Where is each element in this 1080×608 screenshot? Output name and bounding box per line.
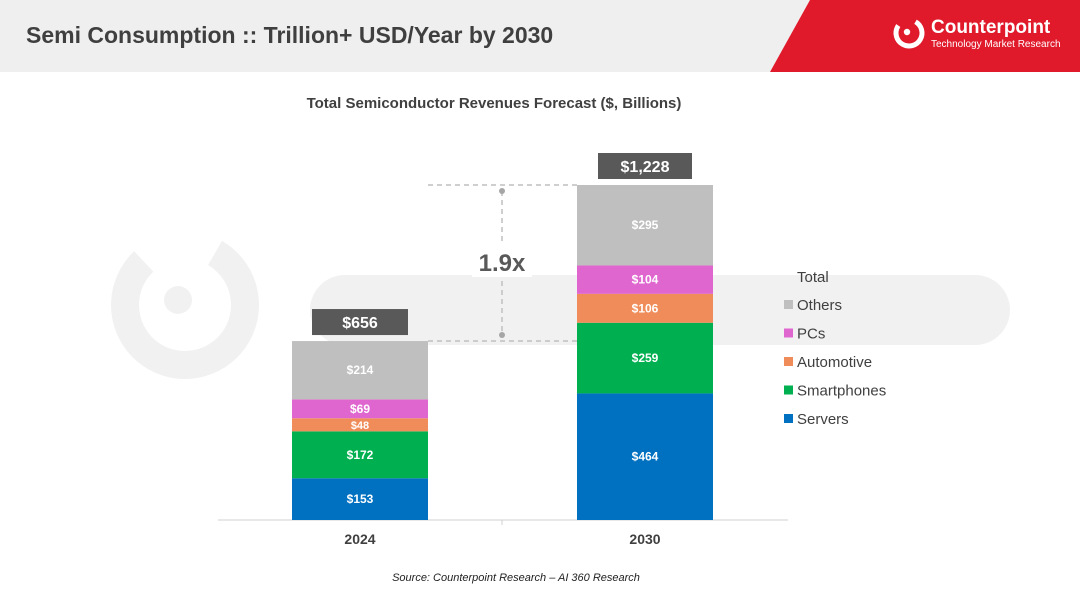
plot-area: $153 $172 $48 $69 $214 $656 2024 $464 $259 $106 $1… — [218, 153, 788, 547]
bar-segment-smartphones-2030 — [577, 322, 713, 394]
legend-swatch-pcs — [784, 328, 793, 338]
bar-segment-pcs-2024 — [292, 399, 428, 419]
x-tick-label-2030: 2030 — [629, 531, 660, 547]
total-box-2030 — [598, 153, 692, 179]
legend-label-servers: Servers — [797, 411, 849, 428]
data-label-smartphones-2030: $259 — [632, 351, 659, 365]
data-label-pcs-2024: $69 — [350, 402, 370, 416]
data-label-others-2030: $295 — [632, 218, 659, 232]
chart-legend: Total Others PCs Automotive Smartphones Serve… — [784, 269, 886, 428]
legend-label-others: Others — [797, 297, 842, 314]
data-label-smartphones-2024: $172 — [347, 448, 374, 462]
stacked-bar-chart: Total Semiconductor Revenues Forecast ($… — [218, 95, 886, 584]
growth-multiplier-label: 1.9x — [479, 250, 526, 277]
legend-label-automotive: Automotive — [797, 354, 872, 371]
legend-swatch-automotive — [784, 357, 793, 366]
legend-label-pcs: PCs — [797, 326, 825, 343]
bar-segment-servers-2030 — [577, 393, 713, 520]
legend-title: Total — [797, 269, 829, 286]
bar-segment-smartphones-2024 — [292, 431, 428, 479]
data-label-servers-2030: $464 — [632, 450, 659, 464]
data-label-automotive-2030: $106 — [632, 301, 659, 315]
x-tick-label-2024: 2024 — [344, 531, 375, 547]
bar-segment-servers-2024 — [292, 478, 428, 520]
chart-title: Total Semiconductor Revenues Forecast ($… — [307, 95, 682, 112]
legend-swatch-others — [784, 300, 793, 309]
bar-segment-automotive-2030 — [577, 293, 713, 323]
total-label-2030: $1,228 — [621, 159, 670, 176]
growth-arrow-dot-top — [499, 188, 505, 194]
total-label-2024: $656 — [342, 315, 378, 332]
legend-swatch-smartphones — [784, 385, 793, 395]
page-title: Semi Consumption :: Trillion+ USD/Year b… — [26, 22, 554, 48]
brand-name: Counterpoint — [931, 17, 1051, 38]
brand-tagline: Technology Market Research — [931, 39, 1061, 50]
bar-segment-others-2030 — [577, 185, 713, 266]
data-label-servers-2024: $153 — [347, 492, 374, 506]
counterpoint-logo-icon — [893, 17, 925, 49]
growth-label-bg — [472, 245, 532, 278]
data-label-automotive-2024: $48 — [351, 420, 369, 432]
brand-banner — [770, 0, 1080, 72]
bar-segment-pcs-2030 — [577, 265, 713, 294]
data-label-others-2024: $214 — [347, 363, 374, 377]
source-note: Source: Counterpoint Research – AI 360 R… — [392, 572, 640, 584]
growth-arrow-dot-bottom — [499, 332, 505, 339]
bar-segment-automotive-2024 — [292, 418, 428, 432]
legend-swatch-servers — [784, 414, 793, 423]
total-box-2024 — [312, 309, 408, 336]
bar-segment-others-2024 — [292, 341, 428, 400]
data-label-pcs-2030: $104 — [632, 273, 659, 287]
legend-label-smartphones: Smartphones — [797, 383, 886, 400]
